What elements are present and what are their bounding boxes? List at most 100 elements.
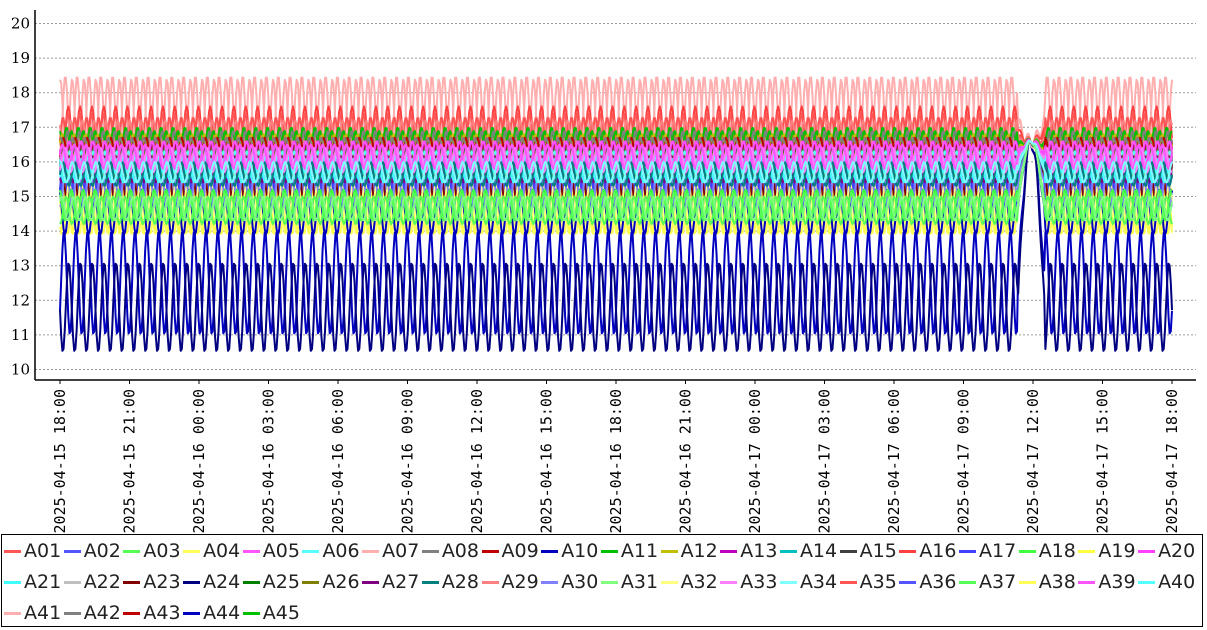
legend-label: A24 [203,571,241,593]
x-tick-label: 2025-04-16 00:00 [190,389,208,534]
legend-label: A33 [740,571,778,593]
legend-label: A40 [1158,571,1196,593]
legend-swatch [123,611,141,615]
legend-label: A27 [382,571,420,593]
legend-label: A42 [83,602,121,624]
y-tick-label: 15 [11,188,30,206]
legend-item: A28 [421,571,482,593]
legend: A01 A02 A03 A04 A05 A06 A07 A08 A09 A10 A11 A12 A13 A… [1,534,1203,627]
legend-item: A22 [63,571,124,593]
x-tick-label: 2025-04-17 03:00 [816,389,834,534]
y-tick-label: 10 [11,361,30,379]
legend-item: A09 [481,540,542,562]
legend-label: A25 [262,571,300,593]
legend-item: A20 [1138,540,1198,562]
legend-item: A30 [541,571,601,593]
legend-swatch [242,549,260,553]
legend-item: A12 [660,540,721,562]
legend-label: A26 [322,571,360,593]
legend-item: A24 [183,571,243,593]
legend-swatch [481,580,499,584]
legend-label: A16 [919,540,957,562]
legend-item: A05 [242,540,303,562]
legend-label: A23 [143,571,181,593]
x-tick-label: 2025-04-17 00:00 [746,389,764,534]
legend-label: A20 [1158,540,1196,562]
legend-item: A26 [302,571,362,593]
legend-swatch [660,580,678,584]
legend-label: A30 [561,571,599,593]
legend-label: A21 [24,571,62,593]
legend-label: A13 [740,540,778,562]
legend-swatch [1018,580,1036,584]
legend-swatch [481,549,499,553]
x-tick-label: 2025-04-17 12:00 [1024,389,1042,534]
legend-swatch [4,611,21,615]
legend-label: A45 [262,602,300,624]
legend-label: A44 [203,602,241,624]
legend-swatch [242,580,260,584]
x-tick-label: 2025-04-17 15:00 [1094,389,1112,534]
x-tick-label: 2025-04-17 18:00 [1163,389,1181,534]
legend-item: A04 [183,540,243,562]
legend-row: A01 A02 A03 A04 A05 A06 A07 A08 A09 A10 A11 A12 A13 A… [4,540,1198,562]
y-tick-label: 19 [11,49,30,67]
legend-swatch [839,580,857,584]
legend-label: A02 [83,540,121,562]
legend-label: A05 [262,540,300,562]
y-tick-label: 13 [11,257,30,275]
legend-item: A14 [779,540,840,562]
legend-swatch [302,549,320,553]
series-line-a28 [59,139,1173,187]
legend-item: A10 [541,540,601,562]
legend-swatch [720,580,738,584]
y-tick-label: 11 [11,326,30,344]
legend-item: A15 [839,540,900,562]
legend-swatch [362,549,380,553]
legend-label: A04 [203,540,241,562]
legend-label: A22 [83,571,121,593]
legend-item: A06 [302,540,362,562]
legend-item: A17 [959,540,1019,562]
y-tick-label: 17 [11,118,30,136]
x-tick-label: 2025-04-17 06:00 [885,389,903,534]
legend-item: A29 [481,571,542,593]
legend-swatch [899,580,917,584]
legend-item: A42 [63,602,124,624]
legend-label: A15 [859,540,897,562]
legend-label: A12 [680,540,718,562]
legend-label: A19 [1098,540,1136,562]
legend-swatch [183,611,201,615]
legend-label: A07 [382,540,420,562]
x-tick-label: 2025-04-16 12:00 [468,389,486,534]
series-line-a34 [59,139,1173,184]
legend-label: A37 [979,571,1017,593]
legend-swatch [779,549,797,553]
legend-label: A39 [1098,571,1136,593]
legend-swatch [1078,580,1096,584]
legend-swatch [63,580,81,584]
legend-item: A18 [1018,540,1079,562]
legend-label: A08 [441,540,479,562]
legend-item: A38 [1018,571,1079,593]
legend-swatch [421,549,439,553]
legend-swatch [600,580,618,584]
legend-swatch [242,611,260,615]
legend-item: A02 [63,540,124,562]
x-tick-label: 2025-04-17 09:00 [955,389,973,534]
legend-label: A41 [24,602,62,624]
legend-item: A35 [839,571,900,593]
series-lines [59,76,1173,352]
y-axis-ticks: 10 11 12 13 14 15 16 17 18 19 20 [11,15,30,379]
series-line-a37 [59,140,1173,222]
legend-item: A44 [183,602,243,624]
legend-item: A25 [242,571,303,593]
legend-item: A43 [123,602,183,624]
legend-swatch [600,549,618,553]
legend-swatch [660,549,678,553]
legend-swatch [183,549,201,553]
x-tick-label: 2025-04-16 15:00 [538,389,556,534]
legend-label: A06 [322,540,360,562]
x-axis-ticks: 2025-04-15 18:00 2025-04-15 21:00 2025-04-… [51,380,1181,534]
legend-swatch [362,580,380,584]
